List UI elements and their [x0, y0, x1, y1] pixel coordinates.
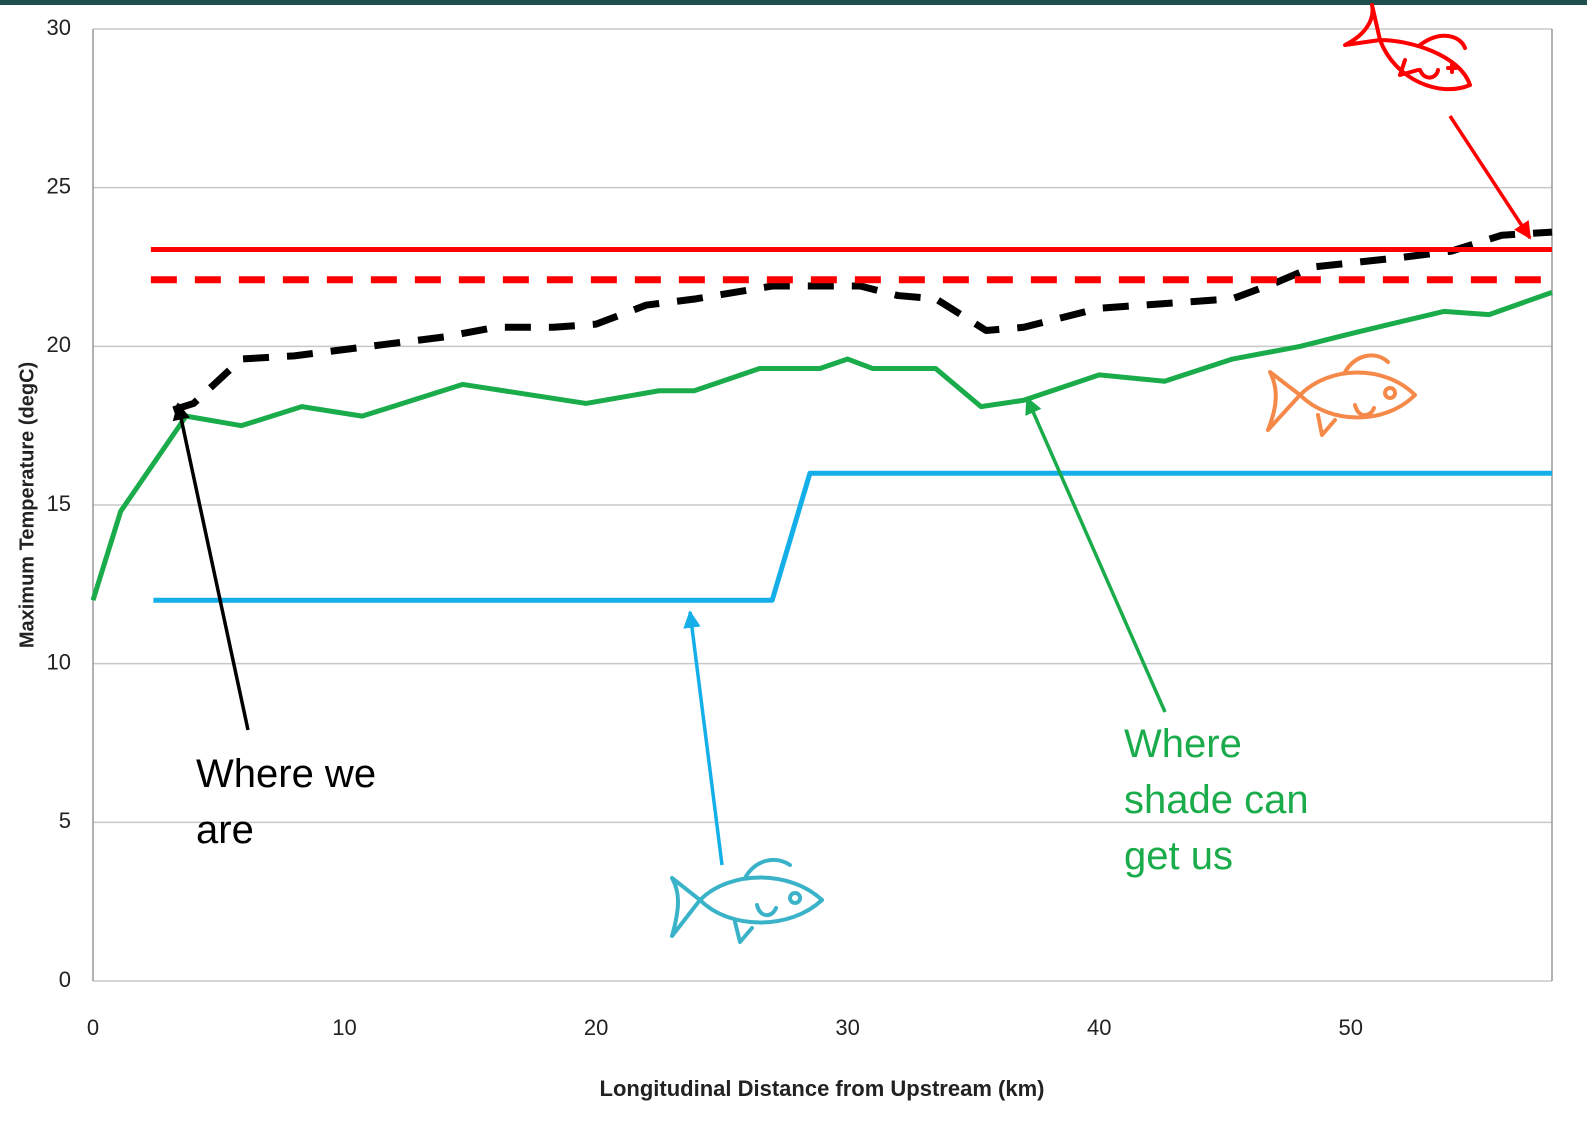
x-tick-label: 40 — [1087, 1015, 1111, 1040]
y-tick-label: 20 — [47, 332, 71, 357]
arrow — [1025, 396, 1167, 713]
x-tick-label: 50 — [1339, 1015, 1363, 1040]
fish-icons — [670, 3, 1472, 944]
fish — [1266, 353, 1417, 437]
x-tick-label: 20 — [584, 1015, 608, 1040]
y-tick-label: 5 — [59, 808, 71, 833]
fish — [670, 857, 824, 944]
arrows — [172, 115, 1532, 866]
arrow — [1448, 115, 1532, 240]
x-tick-label: 10 — [332, 1015, 356, 1040]
data-line — [172, 228, 1553, 414]
y-axis-label: Maximum Temperature (degC) — [16, 362, 38, 648]
x-tick-label: 0 — [87, 1015, 99, 1040]
arrow — [683, 610, 724, 866]
arrow — [172, 402, 250, 731]
y-tick-label: 25 — [47, 173, 71, 198]
top-bar — [0, 0, 1587, 5]
y-tick-label: 30 — [47, 15, 71, 40]
data-line — [90, 290, 1553, 601]
x-axis-label: Longitudinal Distance from Upstream (km) — [600, 1076, 1045, 1101]
annotation: Where shade can get us — [1124, 722, 1309, 878]
data-line — [153, 470, 1552, 603]
x-tick-label: 30 — [835, 1015, 859, 1040]
fish — [1343, 3, 1472, 92]
annotation: Where we are — [196, 752, 377, 852]
y-tick-label: 10 — [47, 649, 71, 674]
y-tick-label: 0 — [59, 967, 71, 992]
y-tick-label: 15 — [47, 491, 71, 516]
